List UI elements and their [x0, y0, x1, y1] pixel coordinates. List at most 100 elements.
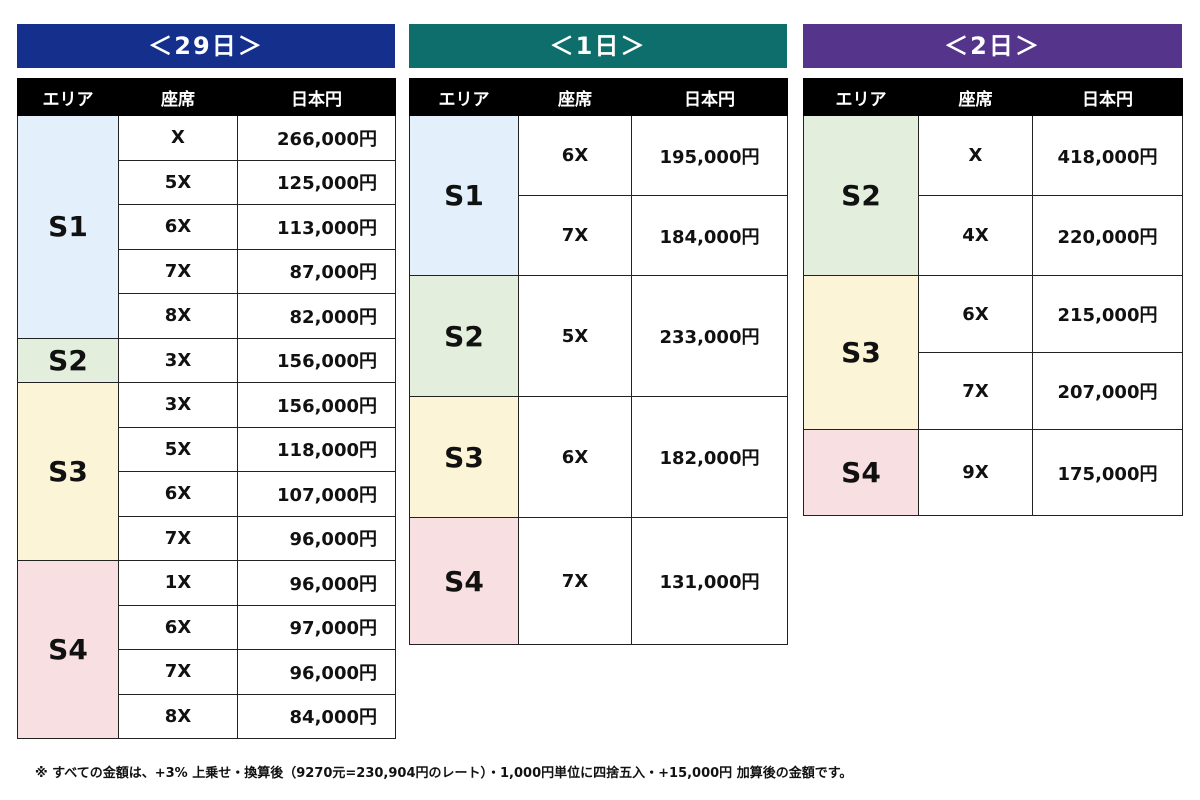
- seat-cell: 6X: [118, 604, 238, 650]
- price-cell: 266,000円: [237, 115, 396, 161]
- footnote: ※ すべての金額は、+3% 上乗せ・換算後（9270元=230,904円のレート…: [35, 766, 853, 781]
- price-table: エリア 座席 日本円 S2 X 418,000円 4X 220,000円 S3 6X 215,000…: [803, 78, 1183, 516]
- seat-cell: 8X: [118, 293, 238, 339]
- table-row: 7X 184,000円: [410, 195, 788, 276]
- area-label: S2: [409, 275, 519, 397]
- header-seat: 座席: [118, 78, 238, 116]
- price-cell: 107,000円: [237, 471, 396, 517]
- panel-title: ＜29日＞: [17, 24, 395, 68]
- area-label: S3: [803, 275, 919, 430]
- table-row: 7X 96,000円: [18, 515, 396, 561]
- area-label: S3: [17, 382, 119, 561]
- price-cell: 233,000円: [631, 275, 788, 397]
- seat-cell: 6X: [118, 204, 238, 250]
- price-cell: 96,000円: [237, 560, 396, 606]
- table-row: 5X 125,000円: [18, 159, 396, 205]
- area-label: S1: [409, 115, 519, 276]
- panel-title: ＜1日＞: [409, 24, 787, 68]
- price-cell: 82,000円: [237, 293, 396, 339]
- table-row: S1 X 266,000円: [17, 115, 396, 339]
- area-label: S4: [17, 560, 119, 739]
- seat-cell: 6X: [518, 115, 632, 196]
- header-price: 日本円: [631, 78, 788, 116]
- area-label: S4: [803, 429, 919, 516]
- table-row: 8X 82,000円: [18, 293, 396, 339]
- price-cell: 175,000円: [1032, 429, 1183, 516]
- price-cell: 84,000円: [237, 693, 396, 739]
- header-area: エリア: [409, 78, 519, 116]
- price-cell: 184,000円: [631, 195, 788, 276]
- price-cell: 195,000円: [631, 115, 788, 196]
- seat-cell: 7X: [118, 649, 238, 695]
- price-cell: 131,000円: [631, 517, 788, 645]
- area-label: S4: [409, 517, 519, 645]
- panel-2: ＜2日＞ エリア 座席 日本円 S2 X 418,000円 4X 220,000円 S3 6X 215…: [803, 24, 1183, 516]
- seat-cell: X: [118, 115, 238, 161]
- price-cell: 156,000円: [237, 382, 396, 428]
- area-label: S1: [17, 115, 119, 339]
- seat-cell: 6X: [118, 471, 238, 517]
- price-cell: 125,000円: [237, 159, 396, 205]
- price-cell: 96,000円: [237, 649, 396, 695]
- table-row: S1 6X 195,000円: [409, 115, 788, 276]
- seat-cell: 6X: [518, 396, 632, 518]
- seat-cell: 3X: [118, 382, 238, 428]
- table-row: 7X 96,000円: [18, 649, 396, 695]
- price-cell: 118,000円: [237, 426, 396, 472]
- seat-cell: 7X: [118, 248, 238, 294]
- table-row: 8X 84,000円: [18, 693, 396, 739]
- seat-cell: 7X: [918, 352, 1033, 430]
- seat-cell: 8X: [118, 693, 238, 739]
- price-cell: 182,000円: [631, 396, 788, 518]
- table-row: S4 1X 96,000円: [17, 560, 396, 739]
- seat-cell: 6X: [918, 275, 1033, 353]
- table-row: S2 3X 156,000円: [17, 337, 396, 383]
- price-cell: 156,000円: [237, 337, 396, 383]
- area-label: S3: [409, 396, 519, 518]
- seat-cell: 3X: [118, 337, 238, 383]
- seat-cell: 7X: [518, 517, 632, 645]
- price-cell: 207,000円: [1032, 352, 1183, 430]
- header-price: 日本円: [237, 78, 396, 116]
- header-price: 日本円: [1032, 78, 1183, 116]
- price-table: エリア 座席 日本円 S1 6X 195,000円 7X 184,000円 S2 5X 233,00…: [409, 78, 788, 645]
- panel-title: ＜2日＞: [803, 24, 1182, 68]
- table-row: 5X 118,000円: [18, 426, 396, 472]
- table-row: S3 6X 182,000円: [409, 396, 788, 518]
- price-table: エリア 座席 日本円 S1 X 266,000円 5X 125,000円 6X 113,000円 7…: [17, 78, 396, 739]
- header-area: エリア: [17, 78, 119, 116]
- price-cell: 87,000円: [237, 248, 396, 294]
- panel-0: ＜29日＞ エリア 座席 日本円 S1 X 266,000円 5X 125,000円 6X 113,…: [17, 24, 396, 739]
- table-row: 7X 87,000円: [18, 248, 396, 294]
- seat-cell: 7X: [118, 515, 238, 561]
- price-cell: 220,000円: [1032, 195, 1183, 276]
- price-cell: 96,000円: [237, 515, 396, 561]
- table-row: 7X 207,000円: [804, 352, 1183, 430]
- table-row: 6X 97,000円: [18, 604, 396, 650]
- price-cell: 97,000円: [237, 604, 396, 650]
- seat-cell: 1X: [118, 560, 238, 606]
- table-row: S4 7X 131,000円: [409, 517, 788, 645]
- area-label: S2: [803, 115, 919, 276]
- seat-cell: 4X: [918, 195, 1033, 276]
- header-area: エリア: [803, 78, 919, 116]
- price-cell: 113,000円: [237, 204, 396, 250]
- seat-cell: 5X: [118, 426, 238, 472]
- seat-cell: 9X: [918, 429, 1033, 516]
- table-row: 6X 113,000円: [18, 204, 396, 250]
- panel-1: ＜1日＞ エリア 座席 日本円 S1 6X 195,000円 7X 184,000円 S2 5X 23…: [409, 24, 788, 645]
- seat-cell: 5X: [118, 159, 238, 205]
- header-seat: 座席: [518, 78, 632, 116]
- table-row: S2 X 418,000円: [803, 115, 1183, 276]
- seat-cell: 5X: [518, 275, 632, 397]
- seat-cell: X: [918, 115, 1033, 196]
- area-label: S2: [17, 337, 119, 383]
- table-row: 4X 220,000円: [804, 195, 1183, 276]
- table-row: S2 5X 233,000円: [409, 275, 788, 397]
- table-row: 6X 107,000円: [18, 471, 396, 517]
- table-row: S4 9X 175,000円: [803, 429, 1183, 516]
- table-row: S3 3X 156,000円: [17, 382, 396, 561]
- seat-cell: 7X: [518, 195, 632, 276]
- header-seat: 座席: [918, 78, 1033, 116]
- price-cell: 418,000円: [1032, 115, 1183, 196]
